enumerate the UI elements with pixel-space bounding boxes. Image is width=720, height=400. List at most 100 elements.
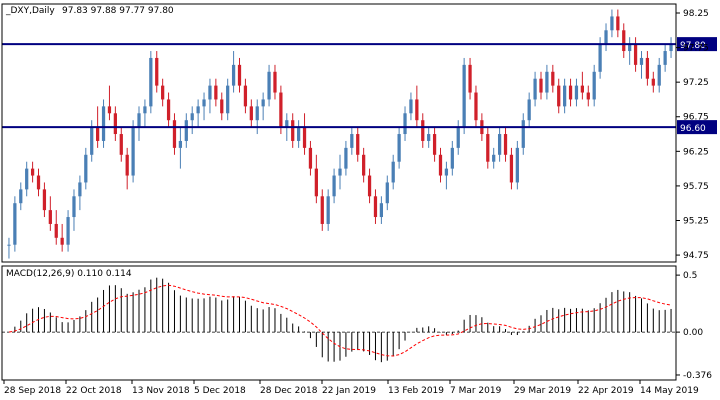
candle-body <box>533 78 537 100</box>
candle-body <box>468 64 472 93</box>
macd-y-tick-label: -0.376 <box>683 371 712 381</box>
candle-body <box>427 134 431 141</box>
candle-body <box>54 223 58 238</box>
macd-signal-line <box>8 284 672 357</box>
x-tick-label: 13 Feb 2019 <box>388 386 444 396</box>
candle-body <box>231 64 236 86</box>
hline-label-bg <box>677 37 717 52</box>
candle-body <box>669 44 673 52</box>
candle-body <box>663 51 667 65</box>
candle-body <box>551 71 555 86</box>
candle-body <box>36 175 41 190</box>
candle-body <box>48 210 52 224</box>
candle-body <box>320 196 324 224</box>
macd-layer <box>2 277 676 363</box>
x-tick-label: 13 Nov 2018 <box>132 386 190 396</box>
x-tick-label: 7 Mar 2019 <box>450 386 502 396</box>
candle-body <box>261 99 265 107</box>
x-tick-label: 22 Jan 2019 <box>322 386 376 396</box>
candle-body <box>462 64 466 128</box>
hline-label-bg <box>677 120 717 135</box>
candle-body <box>196 106 200 114</box>
candle-body <box>267 71 271 100</box>
candle-body <box>279 92 283 128</box>
candle-body <box>226 85 230 114</box>
price-panel-frame <box>1 3 677 263</box>
candle-body <box>66 217 70 245</box>
candle-body <box>143 106 147 114</box>
candle-body <box>184 120 188 141</box>
candle-body <box>515 147 519 183</box>
candle-body <box>385 182 389 204</box>
candle-body <box>19 189 23 204</box>
candle-body <box>344 147 348 169</box>
candle-body <box>190 113 194 121</box>
candle-body <box>214 85 218 100</box>
x-tick-label: 22 Oct 2018 <box>66 386 122 396</box>
candle-body <box>639 57 644 65</box>
candle-body <box>474 92 478 121</box>
candle-body <box>72 196 76 218</box>
candle-body <box>326 196 330 224</box>
macd-y-tick-label: 0.5 <box>683 271 697 281</box>
candle-body <box>610 16 614 31</box>
candle-body <box>557 85 561 107</box>
candle-body <box>421 120 425 141</box>
candle-body <box>486 134 490 162</box>
candle-body <box>415 99 419 121</box>
candle-body <box>409 99 413 114</box>
candle-body <box>78 182 82 197</box>
chart-title: _DXY,Daily <box>5 6 55 16</box>
horizontal-lines-layer: 97.80 96.60 <box>2 37 717 135</box>
candle-body <box>208 85 212 100</box>
x-tick-label: 28 Dec 2018 <box>260 386 318 396</box>
candle-body <box>367 175 372 197</box>
candle-body <box>42 189 47 211</box>
x-tick-label: 14 May 2019 <box>640 386 699 396</box>
macd-panel-frame <box>1 265 677 381</box>
candle-body <box>119 134 123 155</box>
candle-body <box>450 147 454 169</box>
candle-body <box>497 134 502 155</box>
candle-body <box>84 154 88 183</box>
candle-body <box>432 134 437 155</box>
hline-label: 97.80 <box>680 41 706 51</box>
hline-label: 96.60 <box>680 124 706 134</box>
macd-title: MACD(12,26,9) 0.110 0.114 <box>6 269 132 279</box>
candle-body <box>598 44 602 72</box>
candle-body <box>379 203 384 218</box>
candle-body <box>220 99 224 114</box>
candle-body <box>96 127 100 141</box>
candles-layer <box>7 9 673 259</box>
candle-body <box>503 134 508 155</box>
candle-body <box>273 71 277 93</box>
candle-body <box>149 57 153 107</box>
candle-body <box>539 78 543 93</box>
x-tick-label: 28 Sep 2018 <box>4 386 61 396</box>
candle-body <box>545 71 549 93</box>
candle-body <box>444 168 449 176</box>
candle-body <box>113 113 117 135</box>
candle-body <box>521 120 525 148</box>
candle-body <box>296 127 301 141</box>
candle-body <box>332 175 336 197</box>
candle-body <box>509 154 514 183</box>
candle-body <box>302 127 307 148</box>
y-tick-label: 95.75 <box>683 182 709 192</box>
candle-body <box>13 203 17 245</box>
candle-body <box>574 85 579 100</box>
axes-layer: 98.25 97.75 97.25 96.75 96.25 95.75 95.25 94.75… <box>1 3 712 396</box>
candle-body <box>131 127 135 176</box>
candle-body <box>592 71 596 100</box>
x-tick-label: 29 Mar 2019 <box>514 386 571 396</box>
candle-body <box>651 78 655 86</box>
candle-body <box>580 85 584 93</box>
candle-body <box>202 99 206 107</box>
candle-body <box>492 154 496 162</box>
y-tick-label: 98.25 <box>683 9 709 19</box>
x-tick-label: 22 Apr 2019 <box>578 386 634 396</box>
candle-body <box>563 85 567 107</box>
macd-y-tick-label: 0.00 <box>683 328 703 338</box>
